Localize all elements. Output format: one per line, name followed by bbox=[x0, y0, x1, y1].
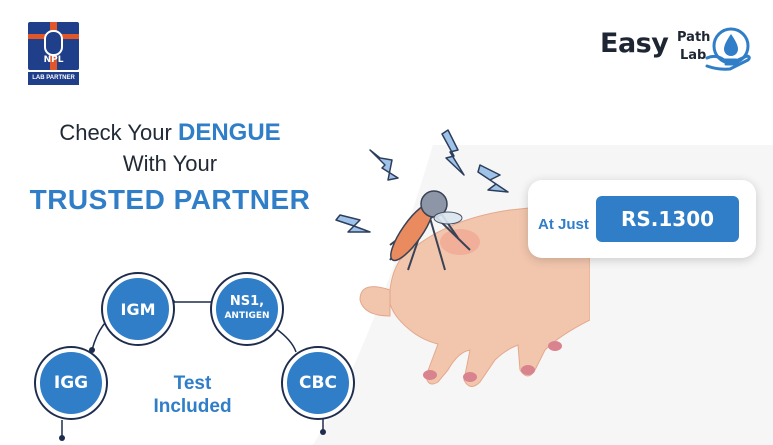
hand-mosquito-illustration bbox=[335, 129, 590, 387]
logo-easy-text: Easy bbox=[600, 28, 669, 59]
easy-path-lab-logo: Easy Path Lab bbox=[600, 24, 755, 74]
headline: Check Your DENGUE With Your TRUSTED PART… bbox=[0, 118, 340, 220]
headline-prefix: Check Your bbox=[59, 120, 172, 145]
hand-drop-icon bbox=[705, 27, 751, 71]
test-ns1-antigen: NS1, ANTIGEN bbox=[212, 274, 282, 344]
npl-logo: NPL LAB PARTNER bbox=[28, 22, 79, 85]
tests-included-label: Test Included bbox=[140, 372, 245, 418]
headline-line1: Check Your DENGUE bbox=[0, 118, 340, 148]
price-badge: RS.1300 bbox=[596, 196, 739, 242]
tests-label-line1: Test bbox=[173, 373, 212, 394]
npl-logo-text: NPL bbox=[43, 55, 64, 65]
dna-icon bbox=[44, 30, 63, 56]
headline-trusted-partner: TRUSTED PARTNER bbox=[29, 184, 311, 215]
price-card: At Just RS.1300 bbox=[528, 180, 756, 258]
headline-dengue: DENGUE bbox=[177, 119, 281, 146]
logo-lab-text: Lab bbox=[680, 48, 707, 63]
at-just-label: At Just bbox=[538, 216, 589, 233]
test-igg: IGG bbox=[36, 348, 106, 418]
test-igm-label: IGM bbox=[120, 299, 156, 319]
lightning-icon bbox=[335, 129, 509, 233]
test-igm: IGM bbox=[103, 274, 173, 344]
lab-partner-badge: LAB PARTNER bbox=[28, 72, 79, 85]
test-cbc: CBC bbox=[283, 348, 353, 418]
logo-path-text: Path bbox=[677, 30, 711, 45]
test-cbc-label: CBC bbox=[299, 373, 337, 393]
tests-label-line2: Included bbox=[153, 396, 232, 417]
test-antigen-label: ANTIGEN bbox=[224, 311, 270, 321]
test-igg-label: IGG bbox=[53, 373, 89, 393]
npl-shield-icon: NPL bbox=[28, 22, 79, 70]
test-ns1-label: NS1, bbox=[229, 294, 265, 309]
headline-line2: With Your bbox=[122, 151, 218, 176]
